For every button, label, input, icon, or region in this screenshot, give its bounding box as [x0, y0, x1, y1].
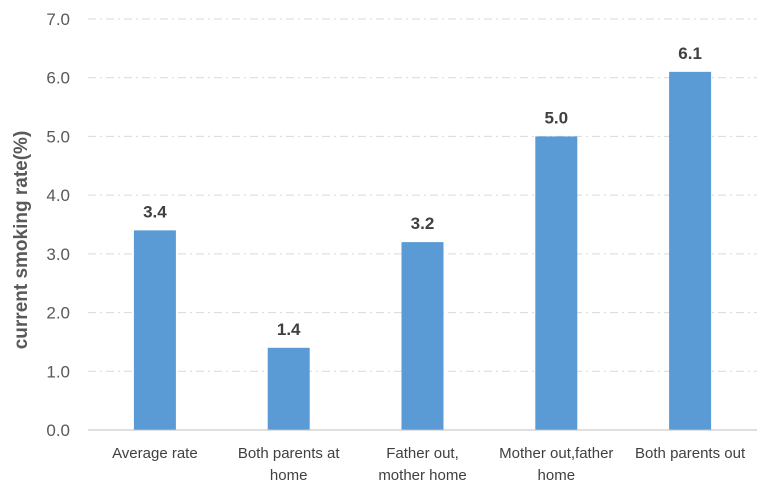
- x-category-label-line: mother home: [378, 467, 466, 484]
- x-category-label-line: home: [270, 467, 308, 484]
- data-label: 6.1: [678, 44, 702, 63]
- x-category-label: Both parents out: [635, 445, 746, 462]
- x-category-label: Both parents at home: [238, 445, 341, 484]
- y-tick-label: 4.0: [46, 186, 70, 205]
- x-category-label-line: Average rate: [112, 445, 198, 462]
- bar: [134, 230, 176, 430]
- bar: [535, 136, 577, 430]
- x-category-label-line: Father out,: [386, 445, 459, 462]
- data-label: 5.0: [544, 108, 568, 127]
- y-tick-label: 0.0: [46, 421, 70, 440]
- x-category-label: Father out, mother home: [378, 445, 466, 484]
- y-tick-label: 6.0: [46, 69, 70, 88]
- x-category-label: Mother out,father home: [499, 445, 613, 484]
- y-tick-label: 3.0: [46, 245, 70, 264]
- data-label: 3.4: [143, 202, 167, 221]
- x-category-label-line: Both parents at: [238, 445, 341, 462]
- bars: [134, 72, 711, 430]
- y-axis-title: current smoking rate(%): [11, 131, 32, 350]
- x-category-label-line: Mother out,father: [499, 445, 613, 462]
- y-tick-label: 7.0: [46, 10, 70, 29]
- y-tick-label: 1.0: [46, 362, 70, 381]
- y-tick-label: 2.0: [46, 304, 70, 323]
- bar: [268, 348, 310, 430]
- x-category-label-line: Both parents out: [635, 445, 746, 462]
- bar: [402, 242, 444, 430]
- x-category-label: Average rate: [112, 445, 198, 462]
- data-label: 3.2: [411, 214, 435, 233]
- data-label: 1.4: [277, 320, 301, 339]
- bar: [669, 72, 711, 430]
- x-category-label-line: home: [538, 467, 576, 484]
- y-tick-label: 5.0: [46, 127, 70, 146]
